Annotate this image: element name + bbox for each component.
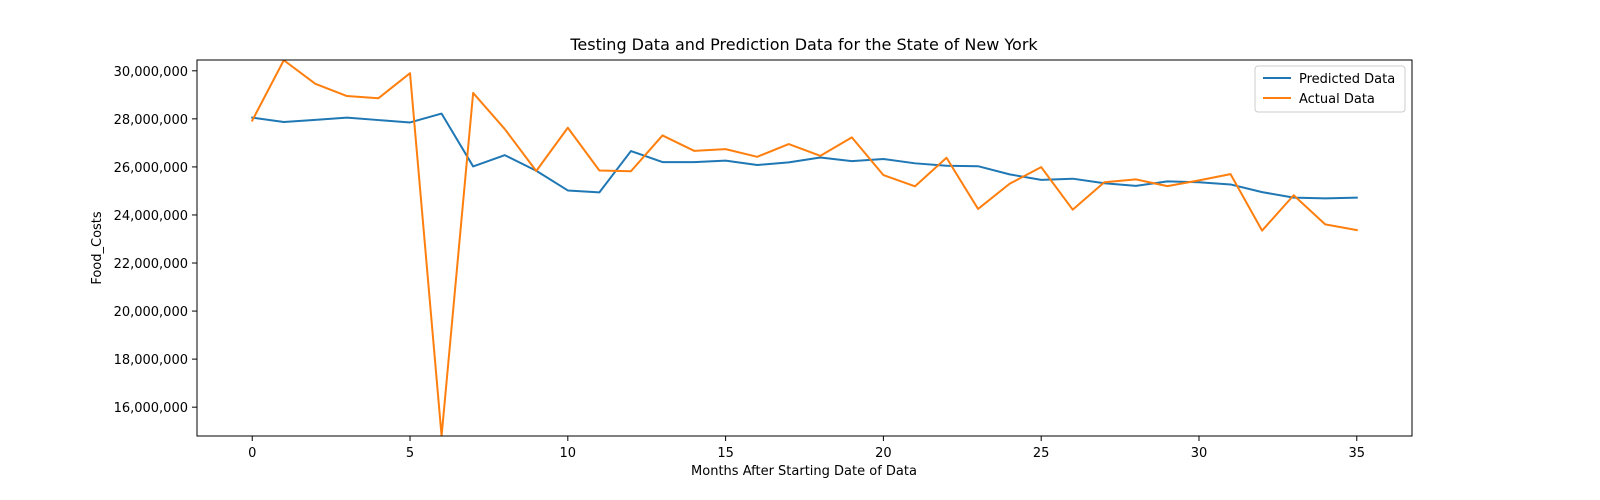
x-tick-label: 20 — [875, 446, 892, 461]
x-tick-label: 35 — [1348, 446, 1365, 461]
legend-label: Actual Data — [1299, 92, 1375, 107]
y-axis: 16,000,000 18,000,000 20,000,000 22,000,000… — [114, 65, 197, 416]
y-tick-label: 22,000,000 — [114, 257, 188, 272]
series-line-predicted — [251, 112, 1358, 200]
x-tick-label: 15 — [717, 446, 734, 461]
series-line-actual — [250, 60, 1358, 436]
y-tick-label: 20,000,000 — [114, 305, 188, 320]
x-tick-label: 5 — [406, 446, 414, 461]
x-tick-label: 10 — [560, 446, 577, 461]
y-tick-label: 16,000,000 — [114, 401, 188, 416]
x-tick-label: 25 — [1033, 446, 1050, 461]
plot-area — [250, 60, 1358, 436]
y-axis-label: Food_Costs — [90, 211, 105, 285]
x-tick-label: 0 — [248, 446, 256, 461]
legend-box — [1254, 65, 1406, 113]
legend: Predicted Data Actual Data — [1254, 65, 1406, 113]
x-axis-label: Months After Starting Date of Data — [691, 464, 917, 479]
y-tick-label: 24,000,000 — [114, 209, 188, 224]
x-tick-label: 30 — [1191, 446, 1208, 461]
x-axis: 0 5 10 15 20 25 30 35 — [248, 436, 1365, 461]
chart-title: Testing Data and Prediction Data for the… — [569, 35, 1038, 54]
y-tick-label: 30,000,000 — [114, 65, 188, 80]
y-tick-label: 28,000,000 — [114, 113, 188, 128]
plot-frame — [196, 59, 1413, 437]
y-tick-label: 26,000,000 — [114, 161, 188, 176]
legend-label: Predicted Data — [1299, 72, 1395, 87]
y-tick-label: 18,000,000 — [114, 353, 188, 368]
